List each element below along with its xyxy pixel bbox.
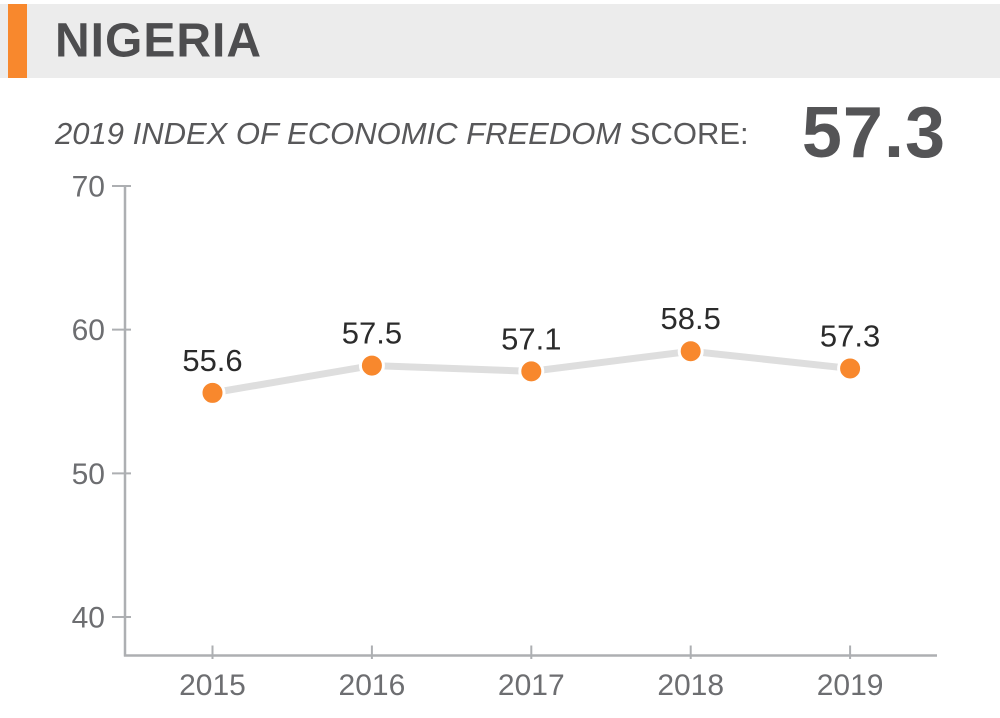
data-point-label-2016: 57.5 — [342, 316, 402, 351]
data-point-2018 — [677, 338, 704, 365]
x-tick-label-2015: 2015 — [179, 669, 246, 702]
page-title: NIGERIA — [55, 14, 263, 68]
x-tick-label-2018: 2018 — [657, 669, 724, 702]
subtitle-index-name: 2019 INDEX OF ECONOMIC FREEDOM — [55, 116, 622, 151]
y-tick-label: 70 — [72, 171, 105, 204]
subtitle-score-word: SCORE: — [621, 116, 749, 151]
y-tick-label: 40 — [72, 602, 105, 635]
y-tick-label: 50 — [72, 458, 105, 491]
data-point-2017 — [518, 358, 545, 385]
data-point-2016 — [358, 352, 385, 379]
accent-bar — [8, 4, 27, 78]
x-tick-label-2017: 2017 — [498, 669, 565, 702]
data-point-label-2018: 58.5 — [661, 301, 721, 336]
data-point-2019 — [837, 355, 864, 382]
title-bar: NIGERIA — [0, 4, 1000, 78]
x-tick-label-2019: 2019 — [817, 669, 884, 702]
data-point-label-2019: 57.3 — [820, 318, 880, 353]
x-tick-label-2016: 2016 — [339, 669, 406, 702]
data-point-label-2017: 57.1 — [501, 321, 561, 356]
data-point-2015 — [199, 379, 226, 406]
subtitle: 2019 INDEX OF ECONOMIC FREEDOM SCORE: — [55, 116, 749, 152]
score-value: 57.3 — [801, 93, 946, 173]
y-tick-label: 60 — [72, 314, 105, 347]
data-point-label-2015: 55.6 — [182, 343, 242, 378]
